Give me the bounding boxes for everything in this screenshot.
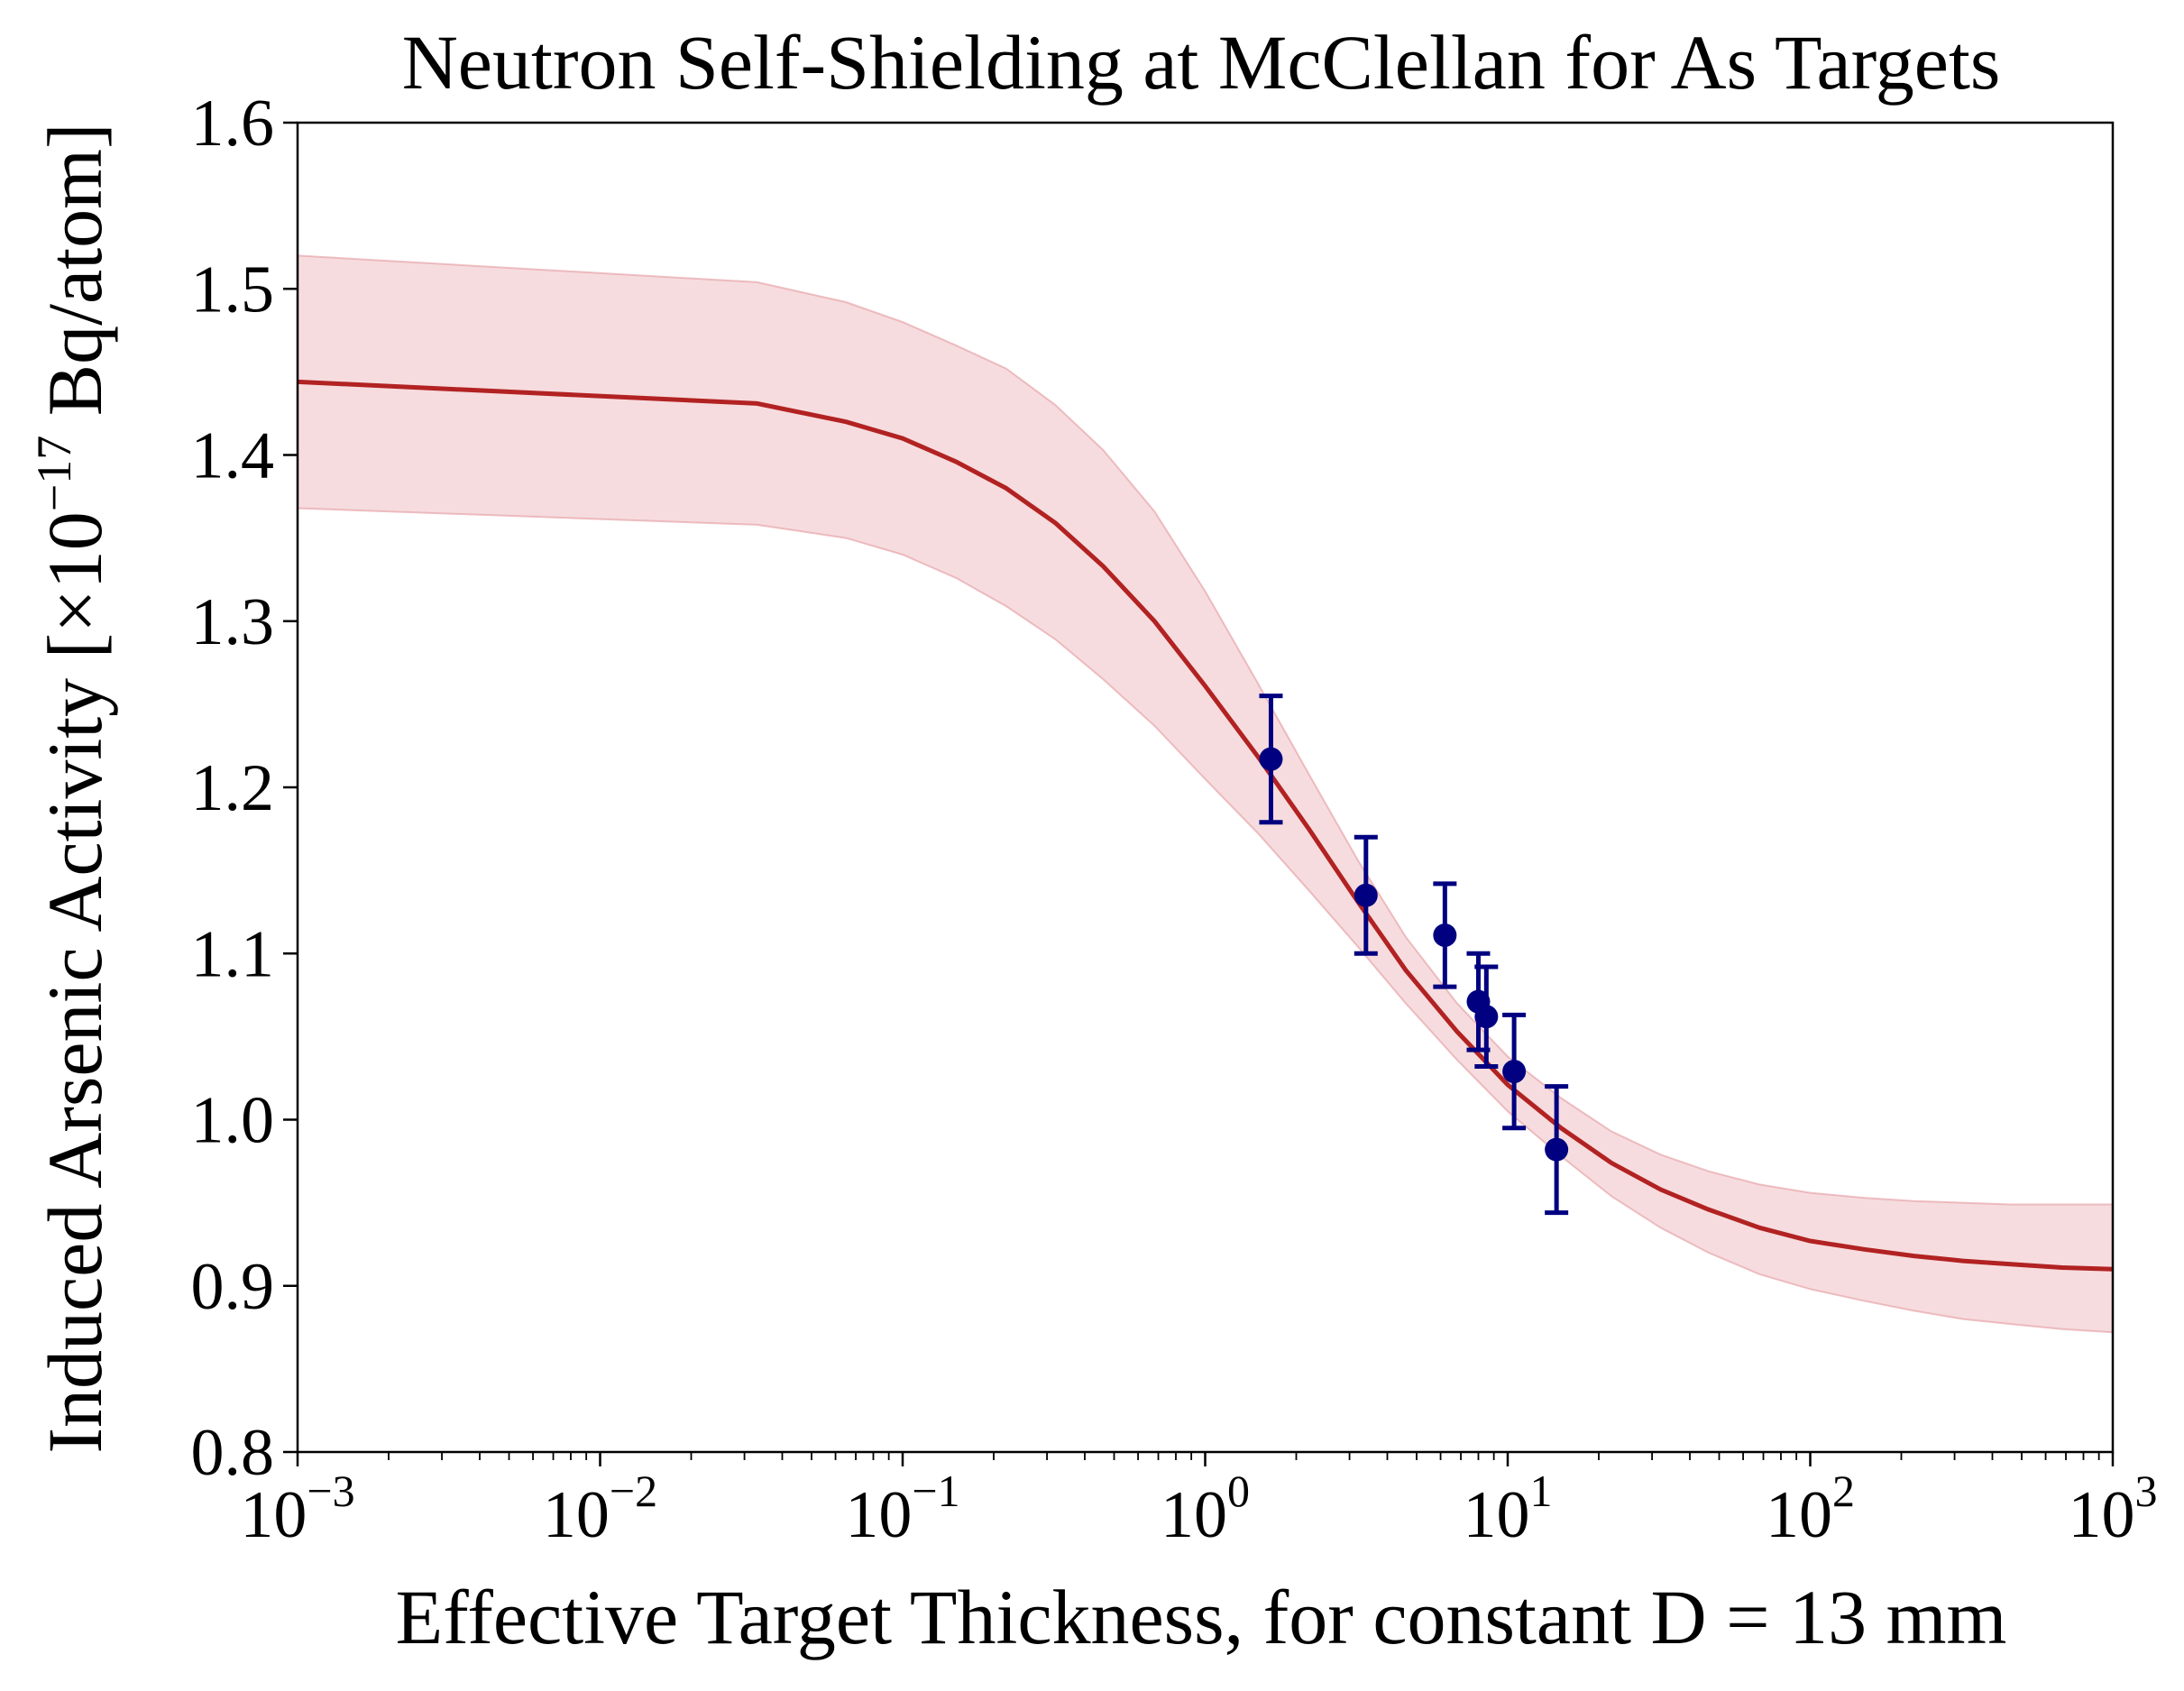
y-tick-label: 1.0	[191, 1084, 275, 1158]
data-point	[1433, 923, 1457, 947]
x-tick-label: 10−3	[240, 1466, 354, 1552]
x-axis-label: Effective Target Thickness, for constant…	[396, 1574, 2007, 1660]
x-tick-label: 10−1	[845, 1466, 959, 1552]
y-axis-label: Induced Arsenic Activity [×10−17 Bq/atom…	[27, 123, 118, 1453]
x-tick-label: 10−2	[543, 1466, 657, 1552]
y-tick-label: 1.6	[191, 87, 275, 161]
data-point	[1259, 747, 1283, 771]
y-axis: 0.8 0.9 1.0 1.1 1.2 1.3 1.4 1.5 1.6	[191, 87, 298, 1490]
uncertainty-band	[297, 254, 2114, 1334]
fit-line	[297, 379, 2114, 1272]
y-tick-label: 1.4	[191, 419, 275, 493]
measurement-point	[1433, 881, 1457, 989]
x-tick-label: 102	[1766, 1466, 1855, 1552]
data-point	[1354, 883, 1378, 907]
data-point	[1502, 1060, 1527, 1084]
measurement-points	[1259, 694, 1569, 1216]
x-tick-label: 100	[1161, 1466, 1250, 1552]
data-point	[1545, 1137, 1569, 1162]
x-tick-label: 101	[1464, 1466, 1553, 1552]
data-point	[1474, 1005, 1499, 1029]
y-axis-label-exponent: −17	[27, 436, 81, 511]
y-tick-label: 0.8	[191, 1416, 275, 1490]
y-tick-label: 1.1	[191, 917, 275, 991]
measurement-point	[1545, 1084, 1569, 1216]
chart-title: Neutron Self-Shielding at McClellan for …	[402, 19, 2001, 106]
x-axis: 10−3 10−2 10−1 100 101 102 103	[240, 1452, 2158, 1552]
y-tick-label: 1.3	[191, 585, 275, 659]
measurement-point	[1474, 964, 1499, 1070]
measurement-point	[1354, 834, 1378, 956]
measurement-point	[1259, 694, 1283, 825]
y-tick-label: 1.5	[191, 253, 275, 326]
x-tick-label: 103	[2069, 1466, 2158, 1552]
y-axis-label-main: Induced Arsenic Activity [×10	[32, 511, 118, 1453]
y-tick-label: 1.2	[191, 751, 275, 825]
y-tick-label: 0.9	[191, 1250, 275, 1324]
plot-area	[296, 121, 2115, 1454]
y-axis-label-suffix: Bq/atom]	[32, 123, 118, 435]
measurement-point	[1502, 1012, 1527, 1131]
